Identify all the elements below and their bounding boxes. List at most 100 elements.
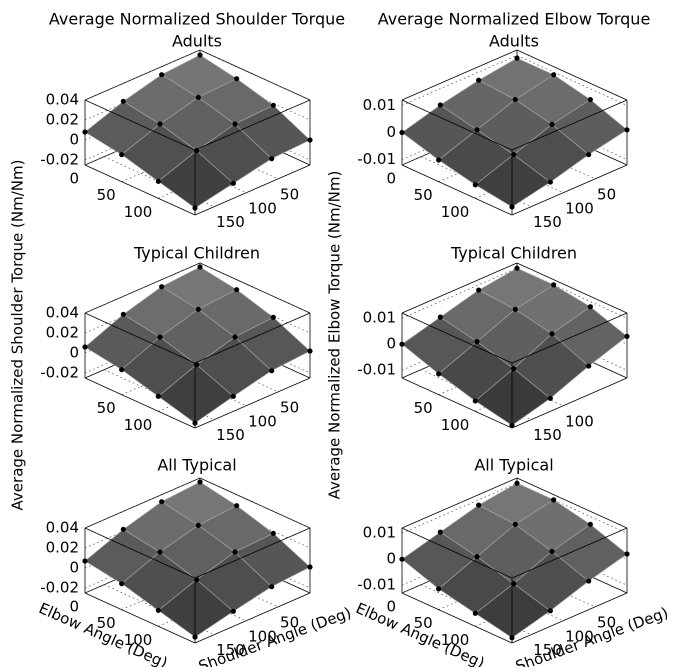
z-axis-label: Average Normalized Elbow Torque (Nm/Nm) [326, 171, 344, 500]
box-edge [194, 377, 311, 429]
surface-point [159, 72, 165, 78]
y-tick-label: 50 [280, 398, 299, 416]
z-tick-label: 0.04 [46, 519, 79, 537]
box-edge [401, 377, 513, 429]
x-tick-label: 50 [414, 186, 433, 204]
x-tick-label: 100 [441, 631, 470, 649]
surface-point [197, 52, 203, 58]
surface-point [551, 497, 557, 503]
box-edge [516, 262, 628, 314]
z-tick-label: 0.01 [363, 524, 396, 542]
surface-point [269, 584, 275, 590]
surface-point [549, 121, 555, 127]
surface-point [120, 526, 126, 532]
x-tick-label: 100 [124, 203, 153, 221]
surface-point [270, 530, 276, 536]
surface-point [549, 331, 555, 337]
x-tick-label: 50 [97, 399, 116, 417]
surface-point [155, 393, 161, 399]
box-edge [84, 312, 196, 364]
z-tick-label: -0.01 [357, 150, 396, 168]
surface-point [232, 549, 238, 555]
surface-point [547, 179, 553, 185]
z-tick-label: 0.01 [363, 96, 396, 114]
box-edge [511, 164, 628, 216]
grid-line [84, 262, 201, 314]
grid-line [401, 55, 518, 106]
box-edge [511, 99, 628, 151]
surface-point [157, 334, 163, 340]
box-edge [511, 312, 628, 364]
surface-point [436, 586, 442, 592]
box-edge [401, 164, 513, 216]
box-edge [516, 49, 628, 101]
chart-title: All Typical [474, 456, 553, 475]
z-tick-label: 0.04 [46, 91, 79, 109]
x-tick-label: 100 [124, 631, 153, 649]
surface-point [437, 529, 443, 535]
chart-title: Typical Children [133, 244, 260, 263]
z-tick-label: 0 [386, 123, 396, 141]
y-tick-label: 100 [248, 412, 277, 430]
surface-point [234, 287, 240, 293]
x-tick-label: 50 [414, 614, 433, 632]
z-axis-label: Average Normalized Shoulder Torque (Nm/N… [9, 160, 27, 511]
surface-point [399, 341, 405, 347]
z-tick-label: 0.02 [46, 111, 79, 129]
surface-point [159, 499, 165, 505]
surface-point [155, 178, 161, 184]
chart-title: All Typical [157, 456, 236, 475]
surface-point [269, 368, 275, 374]
surface-point [587, 304, 593, 310]
z-tick-label: -0.02 [40, 579, 79, 597]
surface-point [120, 311, 126, 317]
surface-point [119, 367, 125, 373]
surface-point [234, 503, 240, 509]
box-edge [401, 592, 513, 644]
surface-point [512, 521, 518, 527]
surface-point [82, 558, 88, 564]
x-tick-label: 0 [386, 170, 396, 188]
surface-point [269, 156, 275, 162]
surface-point [230, 180, 236, 186]
y-tick-label: 50 [597, 613, 616, 631]
y-tick-label: 150 [216, 426, 245, 444]
surface-point [230, 393, 236, 399]
z-tick-label: -0.02 [40, 364, 79, 382]
surface-point [119, 581, 125, 587]
surface-point [514, 265, 520, 271]
chart-title: Average Normalized Shoulder Torque [49, 10, 345, 29]
surface-point [474, 127, 480, 133]
box-edge [84, 99, 196, 151]
z-tick-label: 0 [69, 344, 79, 362]
surface-point [234, 76, 240, 82]
chart-title: Typical Children [450, 244, 577, 263]
surface-point [197, 264, 203, 270]
y-tick-label: 100 [565, 412, 594, 430]
box-edge [84, 164, 196, 216]
surface-point [624, 127, 630, 133]
x-tick-label: 50 [414, 399, 433, 417]
y-tick-label: 150 [216, 213, 245, 231]
z-tick-label: -0.01 [357, 576, 396, 594]
x-tick-label: 50 [97, 186, 116, 204]
surface-point [195, 306, 201, 312]
surface-point [547, 395, 553, 401]
surface-point [547, 608, 553, 614]
y-tick-label: 150 [533, 426, 562, 444]
surface-point [437, 314, 443, 320]
y-tick-label: 100 [248, 627, 277, 645]
z-tick-label: -0.02 [40, 151, 79, 169]
surface-point [587, 521, 593, 527]
box-edge [84, 592, 196, 644]
z-tick-label: 0 [69, 559, 79, 577]
surface-point [476, 77, 482, 83]
surface-point [82, 344, 88, 350]
surface-point [157, 121, 163, 127]
surface-point [120, 98, 126, 104]
x-tick-label: 100 [441, 203, 470, 221]
surface-point [514, 55, 520, 61]
